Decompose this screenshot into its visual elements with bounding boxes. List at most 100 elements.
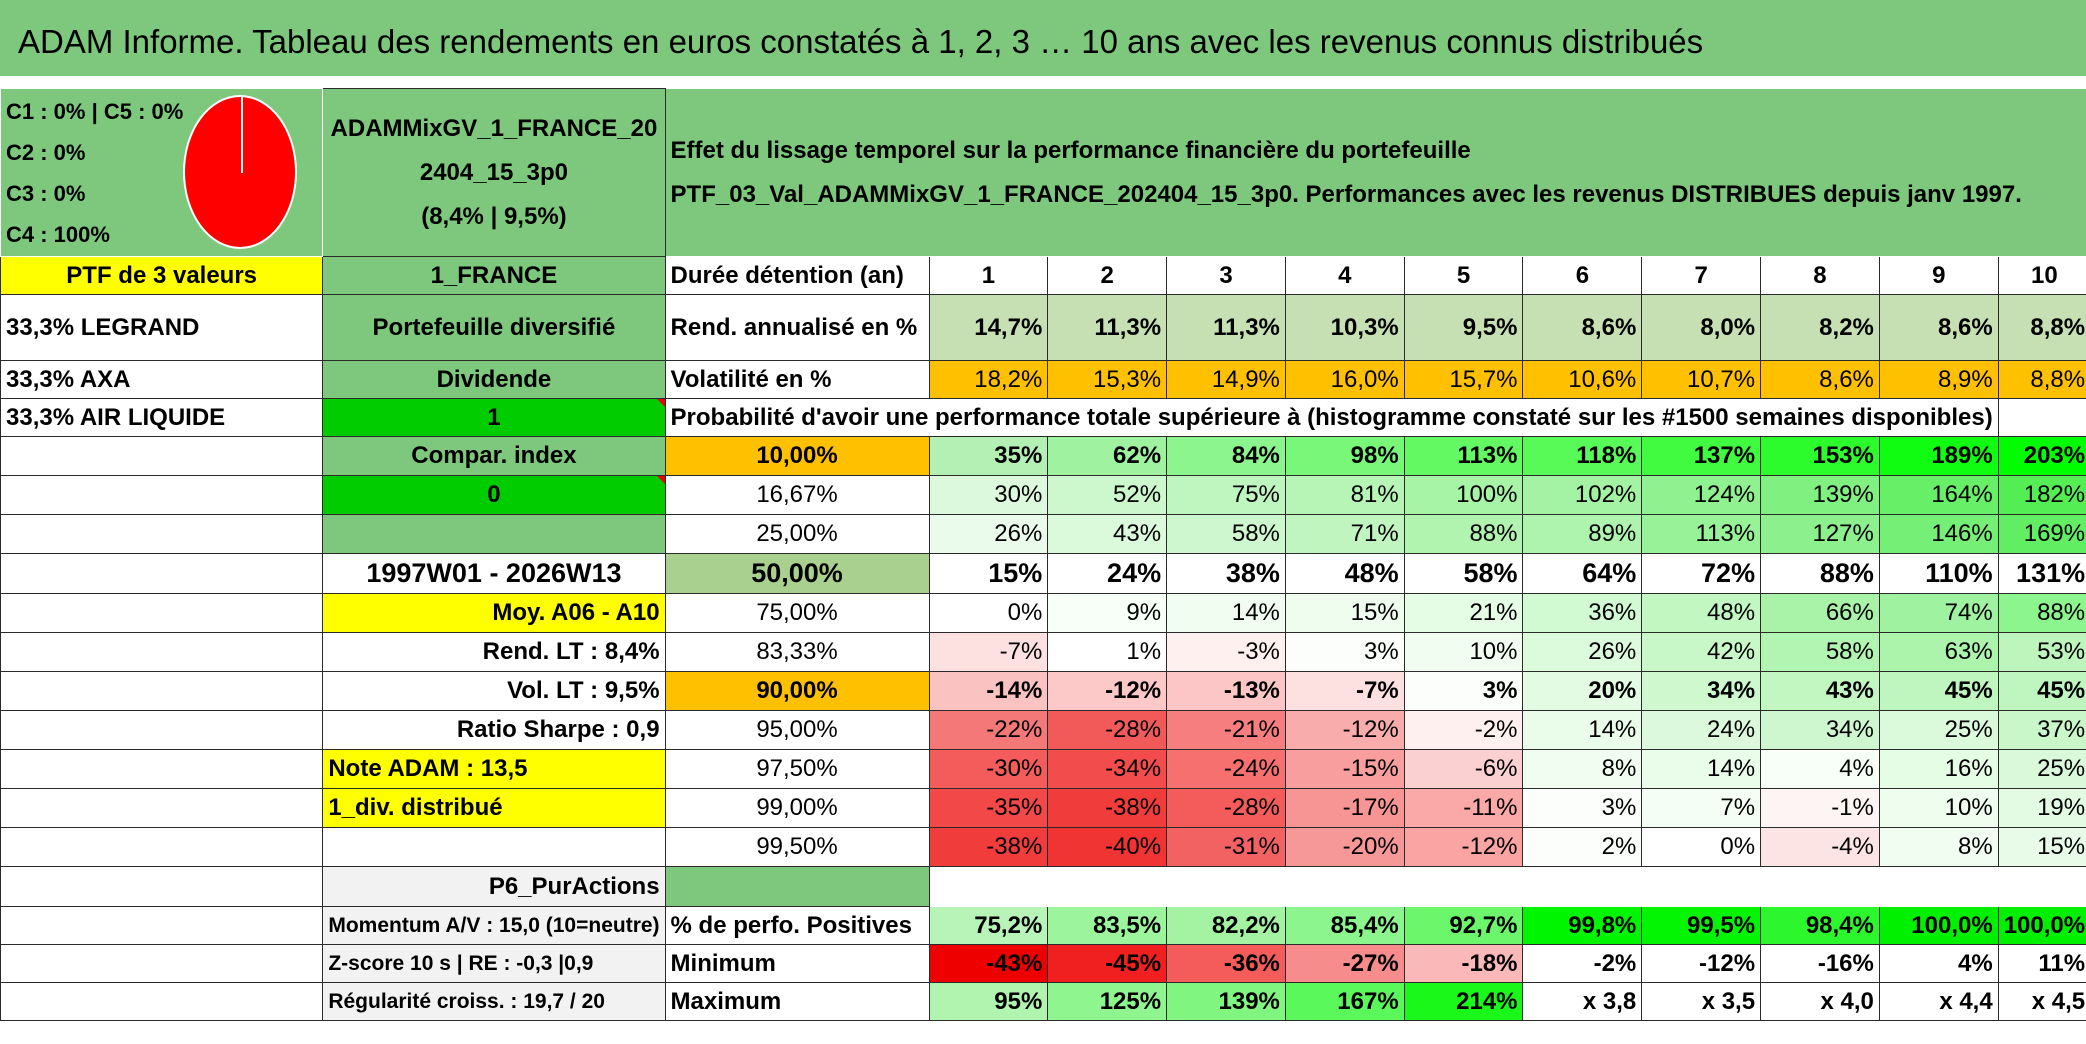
percentile-value-cell: -7% (928, 632, 1049, 672)
percentile-value-cell: 203% (1997, 436, 2086, 476)
maximum-cell: x 3,5 (1641, 982, 1762, 1021)
percentile-label: 83,33% (664, 632, 930, 672)
percentile-value-cell: -24% (1166, 749, 1286, 789)
annualized-return-cell: 9,5% (1403, 294, 1524, 361)
percentile-value-cell: 164% (1878, 475, 1999, 515)
percentile-value-cell: 72% (1641, 553, 1762, 594)
percentile-label: 99,50% (664, 827, 930, 867)
effect-description: Effet du lissage temporel sur la perform… (664, 88, 2086, 257)
percentile-label: 10,00% (664, 436, 930, 476)
annualized-return-cell: 8,2% (1760, 294, 1880, 361)
annualized-return-cell: 10,3% (1284, 294, 1405, 361)
volatility-cell: 16,0% (1284, 360, 1405, 399)
year-header: 5 (1403, 256, 1524, 295)
positive-perf-cell: 85,4% (1284, 906, 1405, 945)
minimum-cell: -2% (1522, 944, 1643, 983)
percentile-value-cell: 169% (1997, 514, 2086, 554)
percentile-value-cell: -34% (1047, 749, 1168, 789)
maximum-cell: x 4,0 (1760, 982, 1880, 1021)
empty-cell (0, 632, 324, 672)
percentile-value-cell: 24% (1641, 710, 1762, 750)
duration-label: Durée détention (an) (664, 256, 930, 295)
percentile-value-cell: 66% (1760, 593, 1880, 633)
percentile-label: 50,00% (664, 553, 930, 594)
empty-cell (322, 514, 666, 554)
effect-line1: Effet du lissage temporel sur la perform… (670, 136, 1471, 164)
percentile-value-cell: 63% (1878, 632, 1999, 672)
percentile-value-cell: -15% (1284, 749, 1405, 789)
maximum-cell: x 4,5 (1997, 982, 2086, 1021)
positive-perf-cell: 75,2% (928, 906, 1049, 945)
percentile-value-cell: 30% (928, 475, 1049, 515)
percentile-value-cell: 20% (1522, 671, 1643, 711)
empty-cell (0, 827, 324, 867)
positive-perf-cell: 82,2% (1166, 906, 1286, 945)
percentile-value-cell: 14% (1166, 593, 1286, 633)
empty-cell (0, 866, 324, 907)
percentile-value-cell: 43% (1047, 514, 1168, 554)
dividend-label: Dividende (322, 360, 666, 399)
percentile-value-cell: 52% (1047, 475, 1168, 515)
percentile-value-cell: 182% (1997, 475, 2086, 515)
volatility-cell: 15,3% (1047, 360, 1168, 399)
holding-legrand: 33,3% LEGRAND (0, 294, 324, 361)
positive-perf-cell: 83,5% (1047, 906, 1168, 945)
annualized-return-cell: 8,8% (1997, 294, 2086, 361)
percentile-value-cell: 42% (1641, 632, 1762, 672)
allocation-legend-item: C1 : 0% | C5 : 0% (6, 98, 184, 124)
percentile-value-cell: 127% (1760, 514, 1880, 554)
annualized-return-cell: 8,6% (1522, 294, 1643, 361)
year-header: 10 (1997, 256, 2086, 295)
empty-cell (0, 436, 324, 476)
percentile-value-cell: 137% (1641, 436, 1762, 476)
percentile-value-cell: 74% (1878, 593, 1999, 633)
percentile-value-cell: 100% (1403, 475, 1524, 515)
momentum-label: Momentum A/V : 15,0 (10=neutre) (322, 906, 666, 945)
percentile-value-cell: 15% (1997, 827, 2086, 867)
percentile-value-cell: 71% (1284, 514, 1405, 554)
percentile-value-cell: -6% (1403, 749, 1524, 789)
fund-name-line1: ADAMMixGV_1_FRANCE_20 (330, 114, 658, 142)
average-label: Moy. A06 - A10 (322, 593, 666, 633)
fund-name-cell: ADAMMixGV_1_FRANCE_20 2404_15_3p0 (8,4% … (322, 88, 666, 257)
empty-cell (0, 475, 324, 515)
allocation-legend-item: C4 : 100% (6, 221, 110, 247)
percentile-value-cell: -28% (1047, 710, 1168, 750)
sharpe-ratio: Ratio Sharpe : 0,9 (322, 710, 666, 750)
allocation-legend-cell: C1 : 0% | C5 : 0% C2 : 0% C3 : 0% C4 : 100% (0, 88, 324, 257)
maximum-cell: 214% (1403, 982, 1524, 1021)
percentile-value-cell: 53% (1997, 632, 2086, 672)
year-header: 6 (1522, 256, 1643, 295)
annualized-return-cell: 8,6% (1878, 294, 1999, 361)
period-label: 1997W01 - 2026W13 (322, 553, 666, 594)
percentile-value-cell: -14% (928, 671, 1049, 711)
fund-perf-summary: (8,4% | 9,5%) (421, 202, 567, 230)
minimum-cell: -43% (928, 944, 1049, 983)
percentile-value-cell: -21% (1166, 710, 1286, 750)
volatility-cell: 10,6% (1522, 360, 1643, 399)
percentile-label: 99,00% (664, 788, 930, 828)
allocation-legend-item: C2 : 0% (6, 139, 86, 165)
percentile-value-cell: -13% (1166, 671, 1286, 711)
percentile-value-cell: 62% (1047, 436, 1168, 476)
percentile-value-cell: 25% (1878, 710, 1999, 750)
compar-index-value: 0 (322, 475, 666, 515)
percentile-value-cell: 1% (1047, 632, 1168, 672)
empty-cell (1997, 398, 2086, 437)
return-label: Rend. annualisé en % (664, 294, 930, 361)
percentile-value-cell: 14% (1522, 710, 1643, 750)
percentile-value-cell: 16% (1878, 749, 1999, 789)
long-term-volatility: Vol. LT : 9,5% (322, 671, 666, 711)
percentile-value-cell: 58% (1760, 632, 1880, 672)
percentile-label: 97,50% (664, 749, 930, 789)
percentile-value-cell: 21% (1403, 593, 1524, 633)
percentile-value-cell: 124% (1641, 475, 1762, 515)
percentile-value-cell: 15% (1284, 593, 1405, 633)
year-header: 7 (1641, 256, 1762, 295)
annualized-return-cell: 14,7% (928, 294, 1049, 361)
minimum-cell: -16% (1760, 944, 1880, 983)
holding-axa: 33,3% AXA (0, 360, 324, 399)
adam-rating: Note ADAM : 13,5 (322, 749, 666, 789)
minimum-cell: 11% (1997, 944, 2086, 983)
positive-perf-cell: 100,0% (1878, 906, 1999, 945)
